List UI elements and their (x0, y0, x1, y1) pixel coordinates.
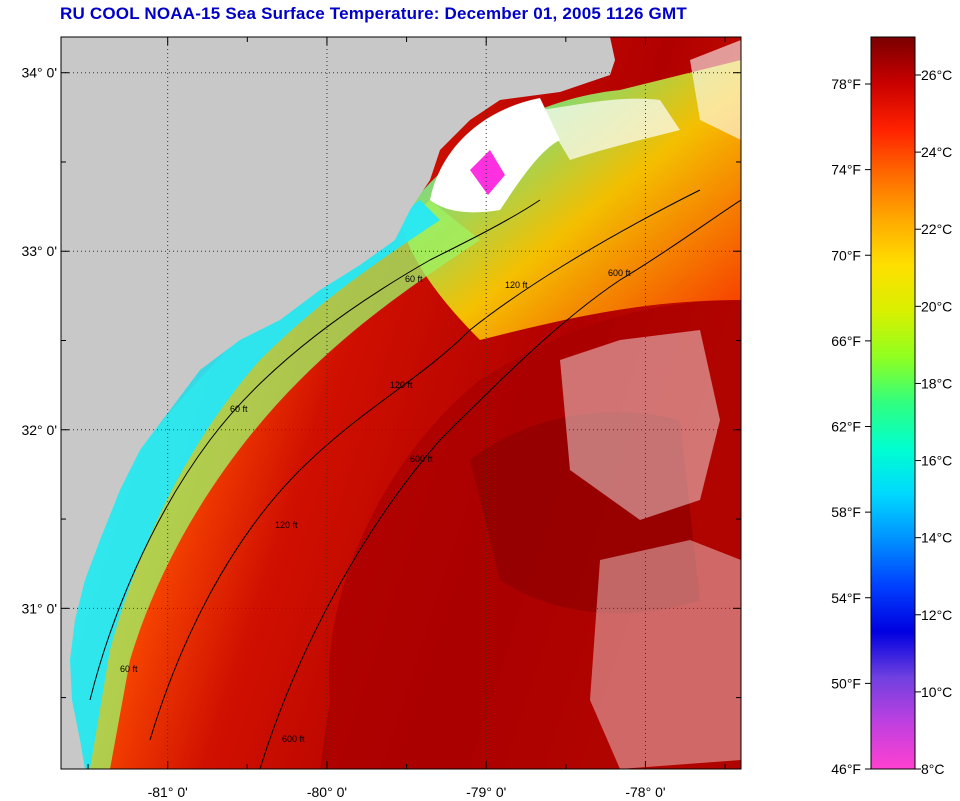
contour-label: 120 ft (505, 280, 528, 290)
map-frame (60, 36, 742, 770)
contour-label: 60 ft (230, 404, 248, 414)
lat-tick-label: 32° 0' (21, 422, 57, 438)
colorbar-f-label: 62°F (831, 419, 861, 435)
colorbar-c-label: 12°C (921, 607, 952, 623)
colorbar-c-label: 14°C (921, 530, 952, 546)
colorbar-c-label: 16°C (921, 453, 952, 469)
lat-tick-label: 33° 0' (21, 243, 57, 259)
colorbar-scale (870, 36, 916, 770)
graticule (61, 37, 741, 769)
cloud-speckles (560, 330, 720, 520)
lat-tick-label: 34° 0' (21, 65, 57, 81)
lat-tick-label: 31° 0' (21, 600, 57, 616)
colorbar-c-label: 10°C (921, 684, 952, 700)
contour-label: 600 ft (608, 268, 631, 278)
colorbar-c-label: 22°C (921, 221, 952, 237)
map-title: RU COOL NOAA-15 Sea Surface Temperature:… (60, 4, 687, 23)
colorbar-f-label: 54°F (831, 590, 861, 606)
lon-tick-label: -79° 0' (466, 784, 506, 800)
axis-ticks: 34° 0' 33° 0' 32° 0' 31° 0' -81° 0' -80° 0' -7… (21, 37, 741, 800)
magenta-patch (470, 150, 505, 195)
land-mass (61, 37, 615, 769)
colorbar-c-label: 20°C (921, 298, 952, 314)
colorbar-f-label: 74°F (831, 162, 861, 178)
cloud-speckles (590, 540, 741, 769)
colorbar-f-label: 58°F (831, 504, 861, 520)
colorbar-f-label: 46°F (831, 761, 861, 777)
colorbar-f-label: 78°F (831, 76, 861, 92)
colorbar-f-label: 66°F (831, 333, 861, 349)
colorbar-c-label: 8°C (921, 761, 945, 777)
contour-label: 60 ft (120, 664, 138, 674)
contour-60ft (89, 199, 541, 701)
lon-tick-label: -78° 0' (625, 784, 665, 800)
contour-label: 600 ft (282, 734, 305, 744)
colorbar-f-label: 50°F (831, 675, 861, 691)
lon-tick-label: -80° 0' (307, 784, 347, 800)
colorbar-c-label: 18°C (921, 375, 952, 391)
colorbar-f-label: 70°F (831, 247, 861, 263)
contour-label: 120 ft (390, 380, 413, 390)
cloud-speckles (690, 40, 741, 140)
gulf-stream (470, 412, 700, 614)
contour-label: 120 ft (275, 520, 298, 530)
contour-label: 60 ft (405, 274, 423, 284)
contour-label: 600 ft (410, 454, 433, 464)
coastal-cyan (61, 200, 440, 769)
contour-120ft (149, 189, 701, 741)
cloud-patch (430, 98, 560, 213)
colorbar-c-label: 24°C (921, 144, 952, 160)
contour-600ft (259, 199, 741, 769)
colorbar-c-label: 26°C (921, 67, 952, 83)
lon-tick-label: -81° 0' (148, 784, 188, 800)
